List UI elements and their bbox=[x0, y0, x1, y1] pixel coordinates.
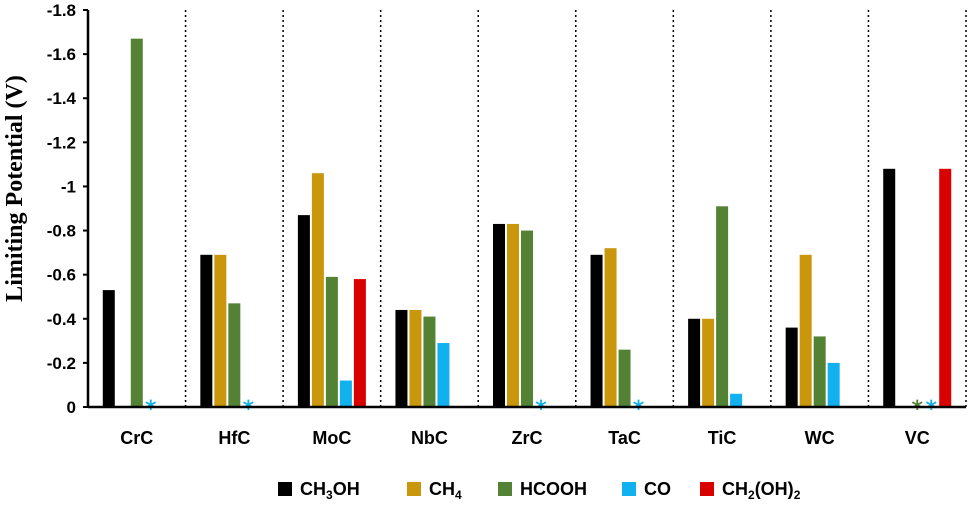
bar-ch3oh-wc bbox=[785, 327, 798, 407]
x-tick-label: HfC bbox=[218, 428, 250, 448]
y-axis: 0 -0.2 -0.4 -0.6 -0.8 -1 -1.2 -1.4 -1.6 -1.8 bbox=[47, 1, 90, 417]
asterisk-marker: * bbox=[535, 397, 547, 422]
y-tick-label: -1.4 bbox=[47, 89, 77, 108]
y-tick-label: -0.4 bbox=[47, 310, 77, 329]
legend: CH3OH CH4 HCOOH CO CH2(OH)2 bbox=[278, 479, 801, 502]
legend-label: CO bbox=[644, 479, 671, 499]
x-axis: CrC HfC MoC NbC ZrC TaC TiC WC VC bbox=[88, 405, 966, 448]
bar-hcooh-tic bbox=[716, 206, 729, 407]
bar-ch3oh-vc bbox=[883, 168, 896, 407]
bar-co-moc bbox=[339, 380, 352, 407]
legend-swatch bbox=[700, 482, 714, 496]
legend-swatch bbox=[498, 482, 512, 496]
y-axis-label: Limiting Potential (V) bbox=[2, 75, 28, 302]
y-tick-label: -0.8 bbox=[47, 222, 76, 241]
bar-ch4-tic bbox=[702, 318, 715, 407]
bar-ch3oh-crc bbox=[102, 290, 115, 407]
x-tick-label: NbC bbox=[411, 428, 448, 448]
bar-ch3oh-hfc bbox=[200, 254, 213, 407]
y-tick-label: -0.2 bbox=[47, 354, 76, 373]
legend-swatch bbox=[278, 482, 292, 496]
bar-ch4-hfc bbox=[214, 254, 227, 407]
bar-ch4-zrc bbox=[507, 223, 519, 407]
asterisk-marker: * bbox=[243, 397, 255, 422]
bar-ch4-tac bbox=[604, 248, 617, 407]
legend-item-co: CO bbox=[622, 479, 671, 499]
bar-ch3oh-tac bbox=[590, 254, 603, 407]
legend-item-ch2oh2: CH2(OH)2 bbox=[700, 479, 801, 502]
x-tick-label: ZrC bbox=[512, 428, 543, 448]
x-tick-label: TaC bbox=[608, 428, 641, 448]
y-tick-label: -1.6 bbox=[47, 45, 76, 64]
bar-ch2oh2-vc bbox=[939, 168, 952, 407]
bar-ch4-wc bbox=[799, 254, 812, 407]
annotation-markers: * * * * * * bbox=[145, 397, 937, 422]
legend-swatch bbox=[407, 482, 421, 496]
bar-hcooh-tac bbox=[618, 349, 631, 407]
x-tick-label: TiC bbox=[708, 428, 737, 448]
bar-ch3oh-zrc bbox=[493, 223, 505, 407]
bar-ch3oh-nbc bbox=[395, 309, 408, 407]
legend-swatch bbox=[622, 482, 636, 496]
y-tick-label: -1.8 bbox=[47, 1, 76, 20]
bar-hcooh-crc bbox=[130, 38, 143, 408]
bar-ch3oh-moc bbox=[297, 215, 310, 407]
y-tick-label: -0.6 bbox=[47, 266, 76, 285]
legend-item-ch4: CH4 bbox=[407, 479, 462, 502]
bars bbox=[102, 38, 952, 408]
bar-hcooh-nbc bbox=[423, 316, 436, 407]
asterisk-marker: * bbox=[925, 397, 937, 422]
bar-ch4-moc bbox=[311, 173, 324, 407]
x-tick-label: MoC bbox=[312, 428, 351, 448]
legend-label: CH4 bbox=[429, 479, 462, 502]
bar-hcooh-wc bbox=[813, 336, 826, 407]
bar-ch2oh2-moc bbox=[353, 279, 366, 407]
legend-item-hcooh: HCOOH bbox=[498, 479, 587, 499]
bar-co-tic bbox=[730, 393, 743, 407]
y-tick-label: -1 bbox=[61, 177, 76, 196]
legend-label: CH3OH bbox=[300, 479, 360, 502]
category-separators bbox=[184, 10, 967, 407]
bar-ch3oh-tic bbox=[688, 318, 701, 407]
bar-hcooh-zrc bbox=[521, 230, 533, 407]
y-tick-label: -1.2 bbox=[47, 133, 76, 152]
bar-ch4-nbc bbox=[409, 309, 422, 407]
asterisk-marker: * bbox=[633, 397, 645, 422]
asterisk-marker: * bbox=[145, 397, 157, 422]
bar-co-wc bbox=[827, 362, 840, 407]
legend-label: CH2(OH)2 bbox=[722, 479, 801, 502]
bar-hcooh-moc bbox=[325, 276, 338, 407]
y-tick-label: 0 bbox=[67, 398, 76, 417]
bar-hcooh-hfc bbox=[228, 303, 241, 407]
legend-item-ch3oh: CH3OH bbox=[278, 479, 360, 502]
x-tick-label: CrC bbox=[120, 428, 153, 448]
asterisk-marker: * bbox=[911, 397, 923, 422]
legend-label: HCOOH bbox=[520, 479, 587, 499]
bar-co-nbc bbox=[437, 343, 450, 407]
x-tick-label: VC bbox=[905, 428, 930, 448]
x-tick-label: WC bbox=[805, 428, 835, 448]
